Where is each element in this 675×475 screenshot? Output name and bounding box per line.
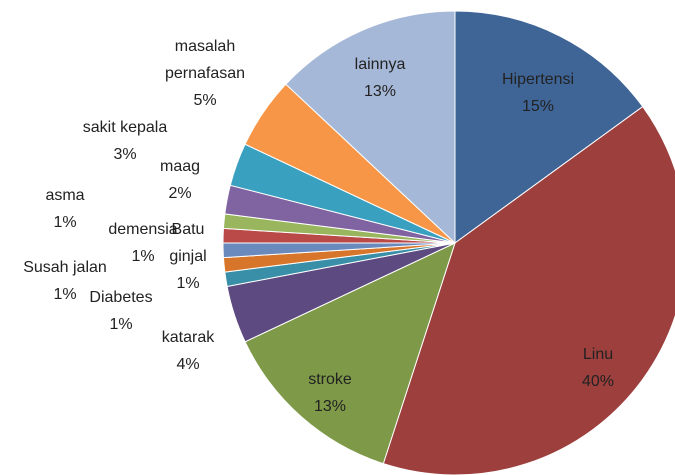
slice-value: 13% (363, 83, 397, 100)
slice-label: asma 1% (35, 182, 95, 236)
slice-label: stroke 13% (290, 366, 370, 420)
slice-value: 40% (581, 373, 615, 390)
slice-value: 1% (176, 275, 200, 292)
slice-name: maag (159, 158, 201, 175)
slice-value: 15% (521, 98, 555, 115)
slice-label: Diabetes 1% (76, 284, 166, 338)
slice-label: Linu 40% (568, 341, 628, 395)
slice-name: Linu (582, 346, 614, 363)
slice-name: masalah pernafasan (164, 38, 246, 82)
slice-label: demensia 1% (103, 216, 183, 270)
slice-label: Susah jalan 1% (10, 254, 120, 308)
slice-label: lainnya 13% (340, 51, 420, 105)
slice-value: 1% (53, 214, 77, 231)
slice-label: sakit kepala 3% (60, 114, 190, 168)
slice-value: 1% (53, 286, 77, 303)
slice-name: demensia (108, 221, 178, 238)
slice-name: Susah jalan (23, 259, 107, 276)
slice-label: Batu ginjal 1% (163, 216, 213, 297)
slice-name: katarak (161, 329, 215, 346)
slice-value: 1% (109, 316, 133, 333)
slice-label: maag 2% (150, 153, 210, 207)
pie-slice (244, 242, 456, 465)
slice-value: 5% (193, 92, 217, 109)
slice-name: sakit kepala (82, 119, 168, 136)
slice-value: 2% (168, 185, 192, 202)
slice-value: 4% (176, 356, 200, 373)
pie-slice (454, 10, 644, 244)
slice-value: 13% (313, 398, 347, 415)
slice-name: lainnya (354, 56, 406, 73)
slice-name: Batu ginjal (169, 221, 207, 265)
slice-value: 3% (113, 146, 137, 163)
slice-name: Diabetes (89, 289, 153, 306)
slice-label: katarak 4% (143, 324, 233, 378)
slice-value: 1% (131, 248, 155, 265)
slice-name: asma (45, 187, 85, 204)
slice-name: stroke (308, 371, 352, 388)
pie-slice (285, 10, 456, 245)
slice-label: masalah pernafasan 5% (155, 33, 255, 114)
slice-label: Hipertensi 15% (483, 66, 593, 120)
slice-name: Hipertensi (501, 71, 575, 88)
